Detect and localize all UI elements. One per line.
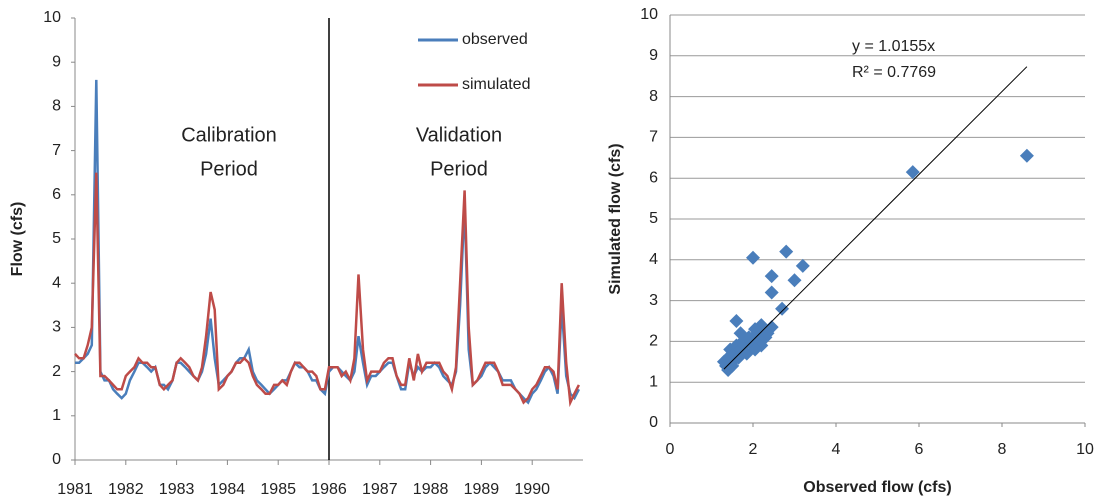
y-tick-label: 4: [52, 274, 61, 291]
x-tick-label: 1988: [413, 481, 449, 498]
series-line: [75, 79, 581, 405]
x-tick-label: 1981: [57, 481, 93, 498]
x-tick-label: 8: [998, 441, 1007, 458]
y-tick-label: 8: [52, 98, 61, 115]
series-line: [74, 172, 581, 408]
x-tick-label: 0: [666, 441, 675, 458]
y-tick-label: 2: [649, 333, 658, 350]
y-tick-label: 7: [52, 142, 61, 159]
y-tick-label: 6: [52, 186, 61, 203]
annotation: Calibration: [181, 124, 277, 146]
x-tick-label: 10: [1076, 441, 1094, 458]
y-tick-label: 10: [43, 9, 61, 26]
annotation: Period: [200, 158, 258, 180]
y-tick-label: 3: [52, 319, 61, 336]
y-tick-label: 5: [52, 230, 61, 247]
x-tick-label: 1989: [464, 481, 500, 498]
y-tick-label: 3: [649, 292, 658, 309]
point: [1019, 148, 1034, 163]
point: [795, 258, 810, 273]
point: [779, 244, 794, 259]
y-tick-label: 6: [649, 169, 658, 186]
y-tick-label: 1: [52, 407, 61, 424]
y-axis-label: Flow (cfs): [9, 202, 26, 277]
y-tick-label: 5: [649, 210, 658, 227]
annotation: Validation: [416, 124, 502, 146]
point: [746, 250, 760, 265]
trendline-label: y = 1.0155x: [852, 38, 935, 55]
point: [764, 285, 779, 300]
y-tick-label: 1: [649, 373, 658, 390]
x-axis-label: Observed flow (cfs): [803, 479, 951, 496]
x-tick-label: 4: [832, 441, 841, 458]
point: [733, 326, 748, 341]
y-axis-label: Simulated flow (cfs): [607, 143, 624, 294]
y-tick-label: 7: [649, 129, 658, 146]
y-tick-label: 2: [52, 363, 61, 380]
y-tick-label: 0: [52, 451, 61, 468]
y-tick-label: 10: [640, 6, 658, 23]
x-tick-label: 1987: [362, 481, 398, 498]
y-tick-label: 8: [649, 88, 658, 105]
point: [731, 350, 746, 365]
annotation: Period: [430, 158, 488, 180]
point: [775, 301, 790, 316]
x-tick-label: 1985: [260, 481, 296, 498]
x-tick-label: 1984: [210, 481, 246, 498]
trendline: [723, 66, 1028, 370]
legend-label: observed: [462, 31, 528, 48]
legend-label: simulated: [462, 76, 530, 93]
y-tick-label: 0: [649, 414, 658, 431]
point: [764, 269, 779, 284]
x-tick-label: 6: [915, 441, 924, 458]
point: [748, 342, 763, 357]
y-tick-label: 9: [52, 53, 61, 70]
y-tick-label: 9: [649, 47, 658, 64]
point: [787, 273, 802, 288]
x-tick-label: 1982: [108, 481, 144, 498]
x-tick-label: 1986: [311, 481, 347, 498]
y-tick-label: 4: [649, 251, 658, 268]
x-tick-label: 1983: [159, 481, 195, 498]
point: [905, 165, 920, 180]
trendline-label: R² = 0.7769: [852, 64, 936, 81]
x-tick-label: 2: [749, 441, 758, 458]
x-tick-label: 1990: [514, 481, 550, 498]
point: [729, 314, 744, 328]
